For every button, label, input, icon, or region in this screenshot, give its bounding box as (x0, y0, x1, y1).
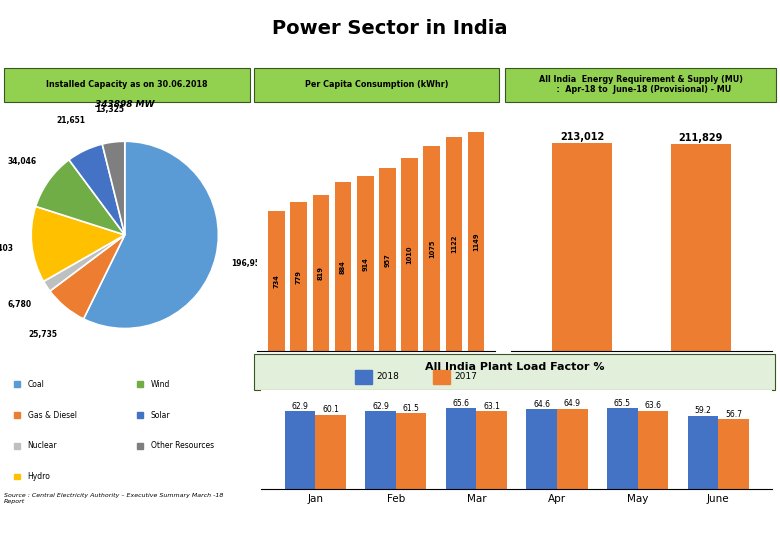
Bar (335, 182, 352, 351)
Text: 25,735: 25,735 (28, 330, 57, 339)
Text: 65.6: 65.6 (452, 399, 470, 408)
Text: Source : Central Electricity Authority – Executive Summary March -18
Report: Source : Central Electricity Authority –… (4, 493, 223, 504)
Text: Corporate Presentation: Corporate Presentation (168, 519, 297, 529)
Text: All India  Energy Requirement & Supply (MU)
  :  Apr-18 to  June-18 (Provisional: All India Energy Requirement & Supply (M… (539, 75, 743, 94)
Bar (446, 408, 477, 489)
Bar (14, 443, 20, 449)
Bar (136, 443, 144, 449)
Text: 63.6: 63.6 (644, 401, 661, 410)
Text: Per Capita Consumption (kWhr): Per Capita Consumption (kWhr) (305, 80, 448, 89)
Text: 1075: 1075 (429, 239, 434, 258)
Bar (365, 411, 395, 489)
Bar (14, 474, 20, 480)
Bar (607, 408, 638, 489)
Text: 60.1: 60.1 (322, 406, 339, 414)
Bar (672, 144, 731, 351)
Wedge shape (44, 235, 125, 291)
Text: 21,651: 21,651 (56, 116, 85, 125)
Title: 343898 MW: 343898 MW (95, 100, 154, 109)
Bar (313, 194, 329, 351)
FancyBboxPatch shape (4, 69, 250, 102)
FancyBboxPatch shape (254, 354, 775, 390)
Text: 957: 957 (385, 253, 391, 267)
Text: 1122: 1122 (451, 235, 457, 253)
Bar (445, 137, 463, 351)
Bar (357, 177, 374, 351)
Text: Nuclear: Nuclear (28, 441, 58, 450)
Bar (557, 409, 587, 489)
Text: 34,046: 34,046 (8, 157, 37, 166)
Text: Installed Capacity as on 30.06.2018: Installed Capacity as on 30.06.2018 (46, 80, 207, 89)
Text: 63.1: 63.1 (484, 402, 500, 411)
Text: 13,325: 13,325 (95, 105, 124, 114)
Text: 1149: 1149 (473, 232, 479, 251)
Bar (401, 158, 418, 351)
Bar (14, 413, 20, 418)
Bar (268, 211, 285, 351)
Bar (552, 143, 612, 351)
Text: 2018: 2018 (377, 372, 399, 381)
Text: 819: 819 (318, 266, 324, 280)
Bar (152, 512, 154, 537)
Text: Other Resources: Other Resources (151, 441, 214, 450)
Bar (395, 413, 427, 489)
Wedge shape (83, 141, 218, 328)
Text: 779: 779 (296, 269, 302, 284)
Text: 213,012: 213,012 (560, 132, 604, 142)
Text: Coal: Coal (28, 380, 44, 389)
Bar (14, 381, 20, 387)
Text: 211,829: 211,829 (679, 133, 723, 143)
Text: 59.2: 59.2 (694, 407, 711, 415)
Text: 914: 914 (362, 257, 368, 271)
Text: 734: 734 (274, 274, 279, 288)
Wedge shape (50, 235, 125, 319)
Text: Power Sector in India: Power Sector in India (272, 19, 508, 38)
Bar (477, 411, 507, 489)
Wedge shape (102, 141, 125, 235)
Text: August-18: August-18 (332, 519, 388, 529)
Text: 64.6: 64.6 (534, 400, 550, 409)
FancyBboxPatch shape (505, 69, 776, 102)
Text: NLC India Limited: NLC India Limited (12, 519, 122, 529)
Text: 65.5: 65.5 (614, 399, 631, 408)
Text: 61.5: 61.5 (402, 404, 420, 413)
Text: 6,780: 6,780 (7, 300, 31, 309)
Wedge shape (31, 206, 125, 281)
Text: Solar: Solar (151, 410, 170, 420)
Text: 62.9: 62.9 (372, 402, 389, 411)
Bar (315, 415, 346, 489)
Text: Gas & Diesel: Gas & Diesel (28, 410, 76, 420)
FancyBboxPatch shape (254, 69, 499, 102)
Bar (316, 512, 318, 537)
Text: Wind: Wind (151, 380, 170, 389)
Text: 196,958: 196,958 (231, 259, 265, 268)
Bar (688, 416, 718, 489)
Bar (136, 413, 144, 418)
Text: 25: 25 (751, 518, 768, 531)
Wedge shape (36, 160, 125, 235)
Text: 2017: 2017 (455, 372, 477, 381)
Text: 62.9: 62.9 (292, 402, 308, 411)
Bar (290, 202, 307, 351)
Bar (468, 132, 484, 351)
Bar (526, 409, 557, 489)
Bar (718, 419, 749, 489)
Bar (638, 410, 668, 489)
Bar (424, 146, 440, 351)
Text: 64.9: 64.9 (564, 400, 581, 408)
Text: Hydro: Hydro (28, 472, 51, 481)
Text: 1010: 1010 (406, 245, 413, 264)
Bar (433, 370, 450, 384)
Bar (136, 381, 144, 387)
Bar (285, 411, 315, 489)
Text: 45,403: 45,403 (0, 244, 13, 253)
Text: 56.7: 56.7 (725, 409, 742, 418)
Wedge shape (69, 144, 125, 235)
Text: 884: 884 (340, 260, 346, 274)
Bar (355, 370, 372, 384)
Text: All India Plant Load Factor %: All India Plant Load Factor % (425, 362, 604, 373)
Bar (379, 168, 395, 351)
